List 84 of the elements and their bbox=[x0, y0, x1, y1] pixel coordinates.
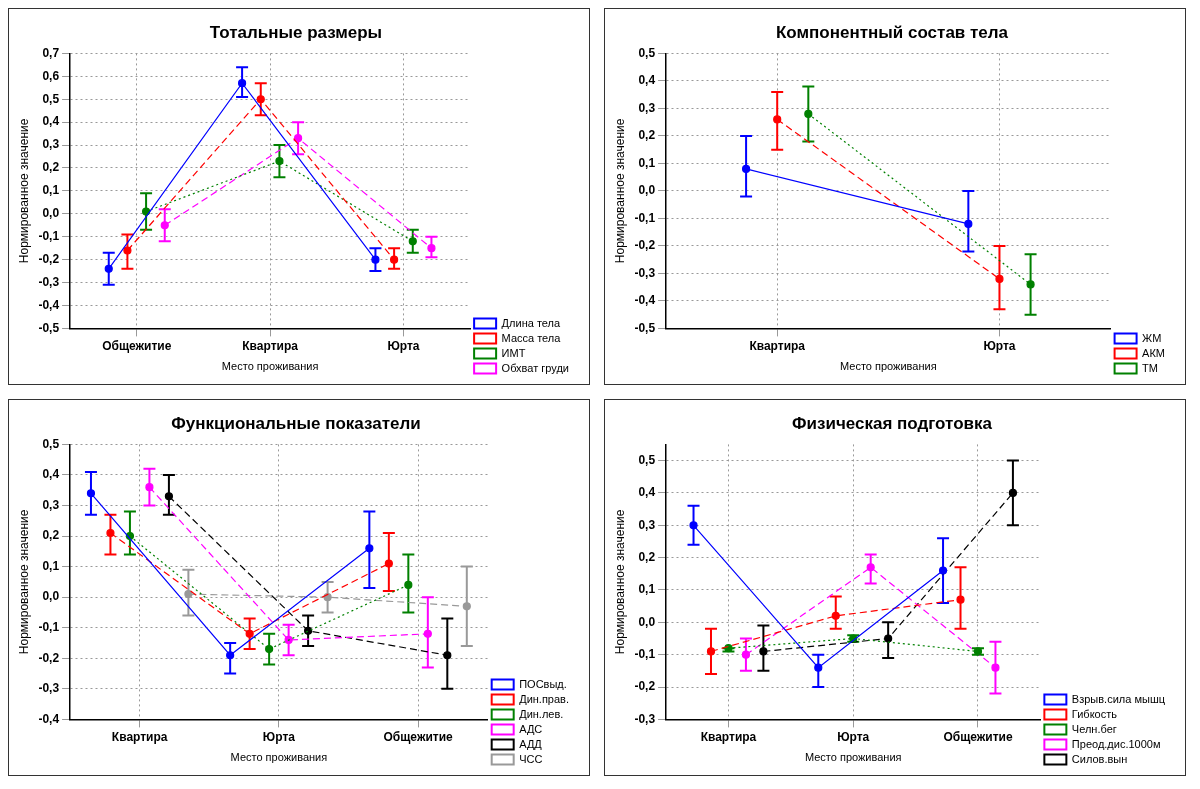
chart-title: Компонентный состав тела bbox=[775, 22, 1009, 42]
y-tick-label: 0,5 bbox=[42, 91, 60, 106]
y-tick-label: -0,3 bbox=[38, 274, 60, 289]
y-tick-label: -0,3 bbox=[634, 265, 656, 280]
y-tick-label: 0,5 bbox=[42, 436, 60, 451]
legend-label: Силов.вын bbox=[1071, 752, 1128, 765]
x-tick-label: Юрта bbox=[262, 729, 296, 744]
legend-label: АКМ bbox=[1142, 346, 1166, 359]
y-tick-label: 0,1 bbox=[42, 558, 60, 573]
y-tick-label: 0,2 bbox=[638, 128, 656, 143]
legend-label: ИМТ bbox=[501, 346, 526, 359]
legend-label: Длина тела bbox=[501, 316, 561, 329]
y-tick-label: -0,2 bbox=[634, 238, 656, 253]
y-axis-title: Нормированное значение bbox=[612, 509, 627, 655]
y-tick-label: -0,5 bbox=[634, 320, 656, 335]
y-tick-label: 0,3 bbox=[638, 100, 656, 115]
y-tick-label: 0,4 bbox=[638, 485, 656, 500]
y-tick-label: -0,3 bbox=[634, 711, 656, 726]
chart-title: Функциональные показатели bbox=[171, 413, 421, 433]
y-tick-label: 0,6 bbox=[42, 68, 60, 83]
legend-label: ЧСС bbox=[519, 752, 543, 765]
x-tick-label: Квартира bbox=[700, 729, 757, 744]
legend-label: Дин.лев. bbox=[519, 707, 564, 720]
y-tick-label: 0,5 bbox=[638, 45, 656, 60]
y-tick-label: -0,1 bbox=[38, 620, 60, 635]
x-axis-title: Место проживания bbox=[840, 360, 937, 373]
y-tick-label: -0,2 bbox=[38, 251, 60, 266]
legend-label: ЖМ bbox=[1142, 331, 1162, 344]
legend-label: АДС bbox=[519, 722, 543, 735]
y-tick-label: -0,4 bbox=[38, 297, 60, 312]
y-tick-label: 0,2 bbox=[42, 528, 60, 543]
x-tick-label: Квартира bbox=[242, 338, 299, 353]
legend-label: Масса тела bbox=[501, 331, 562, 344]
x-tick-label: Юрта bbox=[387, 338, 420, 353]
legend-label: Обхват груди bbox=[501, 361, 569, 374]
y-axis-title: Нормированное значение bbox=[16, 118, 31, 264]
legend-label: Челн.бег bbox=[1071, 722, 1117, 735]
y-tick-label: -0,1 bbox=[38, 229, 60, 244]
legend-label: ТМ bbox=[1142, 361, 1158, 374]
y-tick-label: -0,2 bbox=[38, 650, 60, 665]
x-axis-title: Место проживания bbox=[221, 360, 319, 373]
y-tick-label: 0,4 bbox=[42, 114, 60, 129]
y-tick-label: 0,0 bbox=[42, 589, 60, 604]
x-axis-title: Место проживания bbox=[804, 751, 902, 764]
x-tick-label: Общежитие bbox=[102, 338, 172, 353]
legend-label: Преод.дис.1000м bbox=[1071, 737, 1161, 750]
legend-label: Дин.прав. bbox=[519, 692, 570, 705]
y-axis-title: Нормированное значение bbox=[16, 509, 31, 655]
x-tick-label: Юрта bbox=[983, 338, 1016, 353]
x-tick-label: Юрта bbox=[837, 729, 870, 744]
y-tick-label: -0,5 bbox=[38, 320, 60, 335]
y-tick-label: 0,2 bbox=[42, 160, 60, 175]
y-tick-label: 0,1 bbox=[638, 582, 656, 597]
x-tick-label: Общежитие bbox=[943, 729, 1013, 744]
y-tick-label: -0,4 bbox=[634, 293, 656, 308]
legend-label: Гибкость bbox=[1071, 707, 1118, 720]
y-tick-label: 0,2 bbox=[638, 549, 656, 564]
y-tick-label: 0,5 bbox=[638, 452, 656, 467]
y-tick-label: 0,1 bbox=[42, 183, 60, 198]
y-tick-label: 0,4 bbox=[42, 467, 60, 482]
y-tick-label: 0,0 bbox=[638, 614, 656, 629]
y-tick-label: -0,4 bbox=[38, 711, 60, 726]
legend-label: ПОСвыд. bbox=[519, 677, 567, 690]
x-tick-label: Квартира bbox=[749, 338, 806, 353]
x-tick-label: Общежитие bbox=[383, 729, 454, 744]
chart-title: Тотальные размеры bbox=[209, 22, 383, 42]
y-tick-label: -0,2 bbox=[634, 679, 656, 694]
chart-title: Физическая подготовка bbox=[792, 413, 993, 433]
y-tick-label: 0,0 bbox=[638, 183, 656, 198]
y-tick-label: -0,1 bbox=[634, 647, 656, 662]
y-axis-title: Нормированное значение bbox=[612, 118, 627, 264]
y-tick-label: 0,3 bbox=[42, 497, 60, 512]
y-tick-label: 0,3 bbox=[638, 517, 656, 532]
y-tick-label: -0,1 bbox=[634, 210, 656, 225]
y-tick-label: -0,3 bbox=[38, 681, 60, 696]
y-tick-label: 0,7 bbox=[42, 45, 60, 60]
y-tick-label: 0,0 bbox=[42, 206, 60, 221]
y-tick-label: 0,4 bbox=[638, 73, 656, 88]
legend-label: Взрыв.сила мышц bbox=[1071, 692, 1166, 705]
y-tick-label: 0,3 bbox=[42, 137, 60, 152]
legend-label: АДД bbox=[519, 737, 543, 750]
x-axis-title: Место проживания bbox=[230, 751, 328, 764]
x-tick-label: Квартира bbox=[111, 729, 168, 744]
y-tick-label: 0,1 bbox=[638, 155, 656, 170]
